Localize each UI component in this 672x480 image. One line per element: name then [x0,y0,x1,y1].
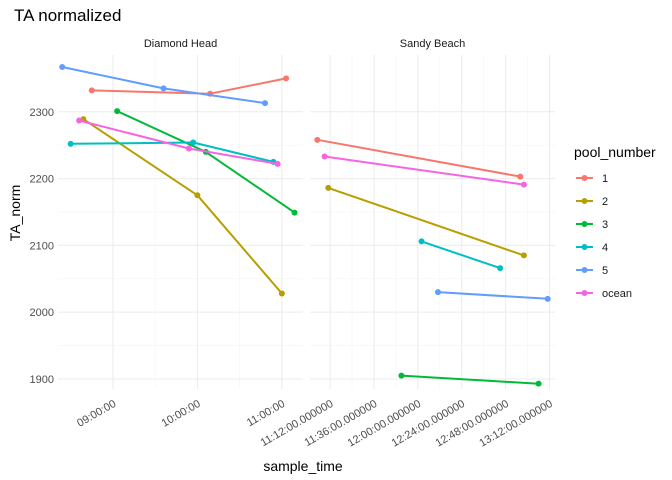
legend-label: 4 [602,242,608,254]
data-point-3 [114,108,121,115]
data-point-2 [194,192,201,199]
legend-key-point [581,290,588,296]
legend-label: 3 [602,219,608,231]
legend-key-point [581,244,588,250]
series-line-3 [401,374,539,385]
series-line-5 [61,66,266,105]
x-axis-title: sample_time [263,458,343,474]
legend: pool_number 1 2 3 4 5 ocean [574,144,656,300]
y-tick-label: 2100 [30,240,54,252]
legend-item-2: 2 [576,196,608,208]
series-line-2 [327,186,525,257]
panel-diamond-head: Diamond Head 09:00:00 10:00:00 11:00:00 [58,38,303,430]
y-axis-ticks: 1900 2000 2100 2200 2300 [30,107,54,386]
legend-key-point [581,267,588,273]
series-line-1 [317,138,521,178]
legend-label: ocean [602,288,632,300]
panel-sandy-beach: Sandy Beach11:12:00.00000011:36:00.00000… [259,38,555,450]
legend-item-3: 3 [576,219,608,231]
legend-key-point [581,198,588,204]
x-tick-label: 09:00:00 [75,398,118,430]
legend-key-point [581,175,588,181]
data-point-5 [544,295,551,302]
data-point-2 [325,184,332,191]
y-tick-label: 2300 [30,107,54,119]
legend-item-ocean: ocean [576,288,632,300]
x-tick-label: 12:00:00.000000 [346,398,424,450]
facet-strip-label: Sandy Beach [400,38,465,50]
x-tick-label: 13:12:00.000000 [477,398,555,450]
y-tick-label: 2200 [30,174,54,186]
legend-item-4: 4 [576,242,608,254]
data-point-4 [418,238,425,245]
legend-title: pool_number [574,144,656,160]
data-point-1 [88,87,95,94]
data-point-2 [278,290,285,297]
data-point-1 [314,136,321,143]
x-tick-label: 11:36:00.000000 [303,398,380,449]
data-point-5 [160,85,167,92]
x-tick-label: 12:24:00.000000 [390,398,468,450]
series-line-ocean [324,155,525,186]
data-point-3 [398,372,405,379]
y-axis-title: TA_norm [7,185,23,242]
data-point-1 [283,75,290,82]
data-point-2 [520,252,527,259]
data-point-1 [517,173,524,180]
series-line-5 [437,291,548,300]
x-tick-label: 11:00:00 [245,398,287,429]
data-point-ocean [321,153,328,160]
y-tick-label: 1900 [30,374,54,386]
legend-key-point [581,221,588,227]
legend-label: 1 [602,173,608,185]
series-line-4 [421,240,501,270]
x-tick-label: 10:00:00 [160,398,203,430]
legend-item-1: 1 [576,173,608,185]
data-point-4 [497,265,504,272]
data-point-ocean [274,160,281,167]
facet-strip-label: Diamond Head [144,38,217,50]
legend-items: 1 2 3 4 5 ocean [576,173,632,300]
data-point-3 [535,380,542,387]
legend-label: 2 [602,196,608,208]
data-point-4 [67,140,74,147]
x-tick-label: 12:48:00.000000 [433,398,511,450]
chart-title: TA normalized [14,6,121,25]
legend-item-5: 5 [576,265,608,277]
legend-label: 5 [602,265,608,277]
data-point-5 [261,100,268,107]
data-point-ocean [520,181,527,188]
y-tick-label: 2000 [30,307,54,319]
data-point-5 [434,289,441,296]
data-point-ocean [76,117,83,124]
data-point-4 [190,139,197,146]
data-point-ocean [185,145,192,152]
data-point-5 [59,64,66,71]
data-point-3 [291,209,298,216]
